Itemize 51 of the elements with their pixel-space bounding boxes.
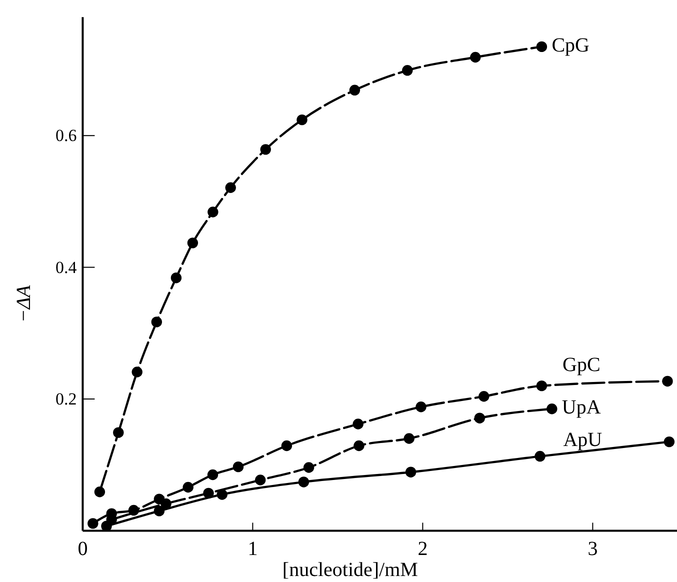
point xyxy=(662,376,673,387)
point xyxy=(405,466,416,478)
point xyxy=(416,402,426,412)
series-label: ApU xyxy=(563,428,603,451)
point xyxy=(536,380,548,392)
point xyxy=(94,486,106,498)
point xyxy=(216,489,228,500)
point xyxy=(132,366,142,378)
point xyxy=(160,498,172,510)
point xyxy=(536,41,548,52)
x-tick-label: 1 xyxy=(248,538,258,560)
point xyxy=(349,84,360,96)
x-tick-label: 0 xyxy=(78,538,88,560)
point xyxy=(402,65,413,76)
point xyxy=(207,469,218,480)
point xyxy=(298,476,310,488)
point xyxy=(170,272,182,284)
point xyxy=(260,144,271,155)
x-tick-label: 3 xyxy=(588,538,598,560)
x-tick-label: 2 xyxy=(418,538,428,560)
point xyxy=(478,391,490,402)
point xyxy=(664,436,675,448)
y-tick-label: 0.4 xyxy=(55,258,78,277)
point xyxy=(151,316,162,328)
y-tick-label: 0.6 xyxy=(55,126,77,146)
point xyxy=(470,52,481,63)
point xyxy=(352,418,364,430)
point xyxy=(303,462,314,473)
point xyxy=(354,440,364,452)
point xyxy=(474,412,485,424)
point xyxy=(154,506,165,516)
point xyxy=(296,114,308,126)
series-label: CpG xyxy=(552,34,590,56)
point xyxy=(534,450,546,462)
point xyxy=(281,440,292,452)
point xyxy=(225,182,236,193)
series-label: GpC xyxy=(562,354,600,376)
point xyxy=(88,518,98,529)
y-tick-label: 0.2 xyxy=(55,389,77,408)
point xyxy=(113,427,124,438)
point xyxy=(187,238,198,248)
x-axis-title: [nucleotide]/mM xyxy=(282,559,418,581)
point xyxy=(404,433,414,444)
point xyxy=(101,520,112,532)
point xyxy=(208,206,218,218)
point xyxy=(546,404,558,414)
y-axis-title: −ΔA xyxy=(13,284,35,323)
point xyxy=(182,482,194,493)
point xyxy=(232,461,244,472)
point xyxy=(255,474,266,486)
series-label: UpA xyxy=(562,396,602,418)
